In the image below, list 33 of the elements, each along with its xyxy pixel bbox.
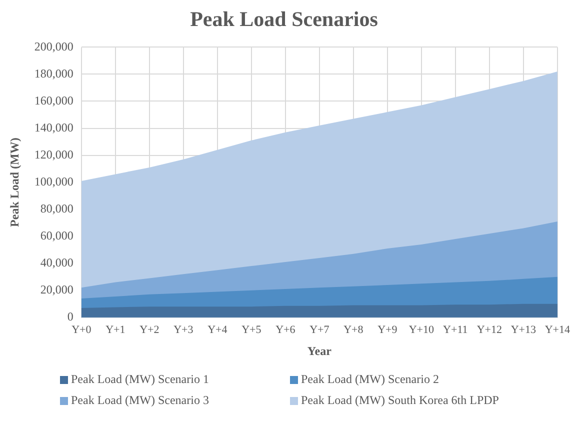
y-tick-label: 120,000 <box>34 147 74 162</box>
y-tick-label: 80,000 <box>40 201 74 216</box>
x-axis-title: Year <box>307 344 332 358</box>
y-tick-label: 140,000 <box>34 120 74 134</box>
chart-title: Peak Load Scenarios <box>190 7 378 32</box>
legend-label: Peak Load (MW) South Korea 6th LPDP <box>301 393 499 408</box>
legend-label: Peak Load (MW) Scenario 2 <box>301 372 439 387</box>
x-tick-label: Y+4 <box>208 324 228 336</box>
x-tick-label: Y+9 <box>378 324 398 336</box>
y-tick-label: 60,000 <box>40 228 74 242</box>
legend-label: Peak Load (MW) Scenario 1 <box>71 372 209 387</box>
x-tick-label: Y+14 <box>544 324 570 336</box>
x-tick-label: Y+0 <box>72 324 92 336</box>
x-tick-label: Y+7 <box>310 324 330 336</box>
x-tick-label: Y+3 <box>174 324 194 336</box>
x-tick-label: Y+2 <box>140 324 160 336</box>
y-tick-label: 100,000 <box>34 174 74 188</box>
y-tick-label: 160,000 <box>34 93 74 108</box>
y-axis-title: Peak Load (MW) <box>7 138 22 227</box>
x-tick-label: Y+11 <box>443 324 468 336</box>
x-tick-label: Y+12 <box>476 324 502 336</box>
y-tick-label: 40,000 <box>40 256 74 270</box>
x-tick-label: Y+6 <box>276 324 296 336</box>
x-tick-label: Y+5 <box>242 324 262 336</box>
y-tick-label: 0 <box>67 310 74 324</box>
y-tick-label: 180,000 <box>34 66 74 80</box>
x-tick-label: Y+10 <box>408 324 434 336</box>
y-tick-label: 20,000 <box>40 282 74 297</box>
x-tick-label: Y+1 <box>106 324 126 336</box>
x-tick-label: Y+8 <box>344 324 364 336</box>
legend-label: Peak Load (MW) Scenario 3 <box>71 393 209 408</box>
x-tick-label: Y+13 <box>510 324 536 336</box>
y-tick-label: 200,000 <box>34 39 74 54</box>
